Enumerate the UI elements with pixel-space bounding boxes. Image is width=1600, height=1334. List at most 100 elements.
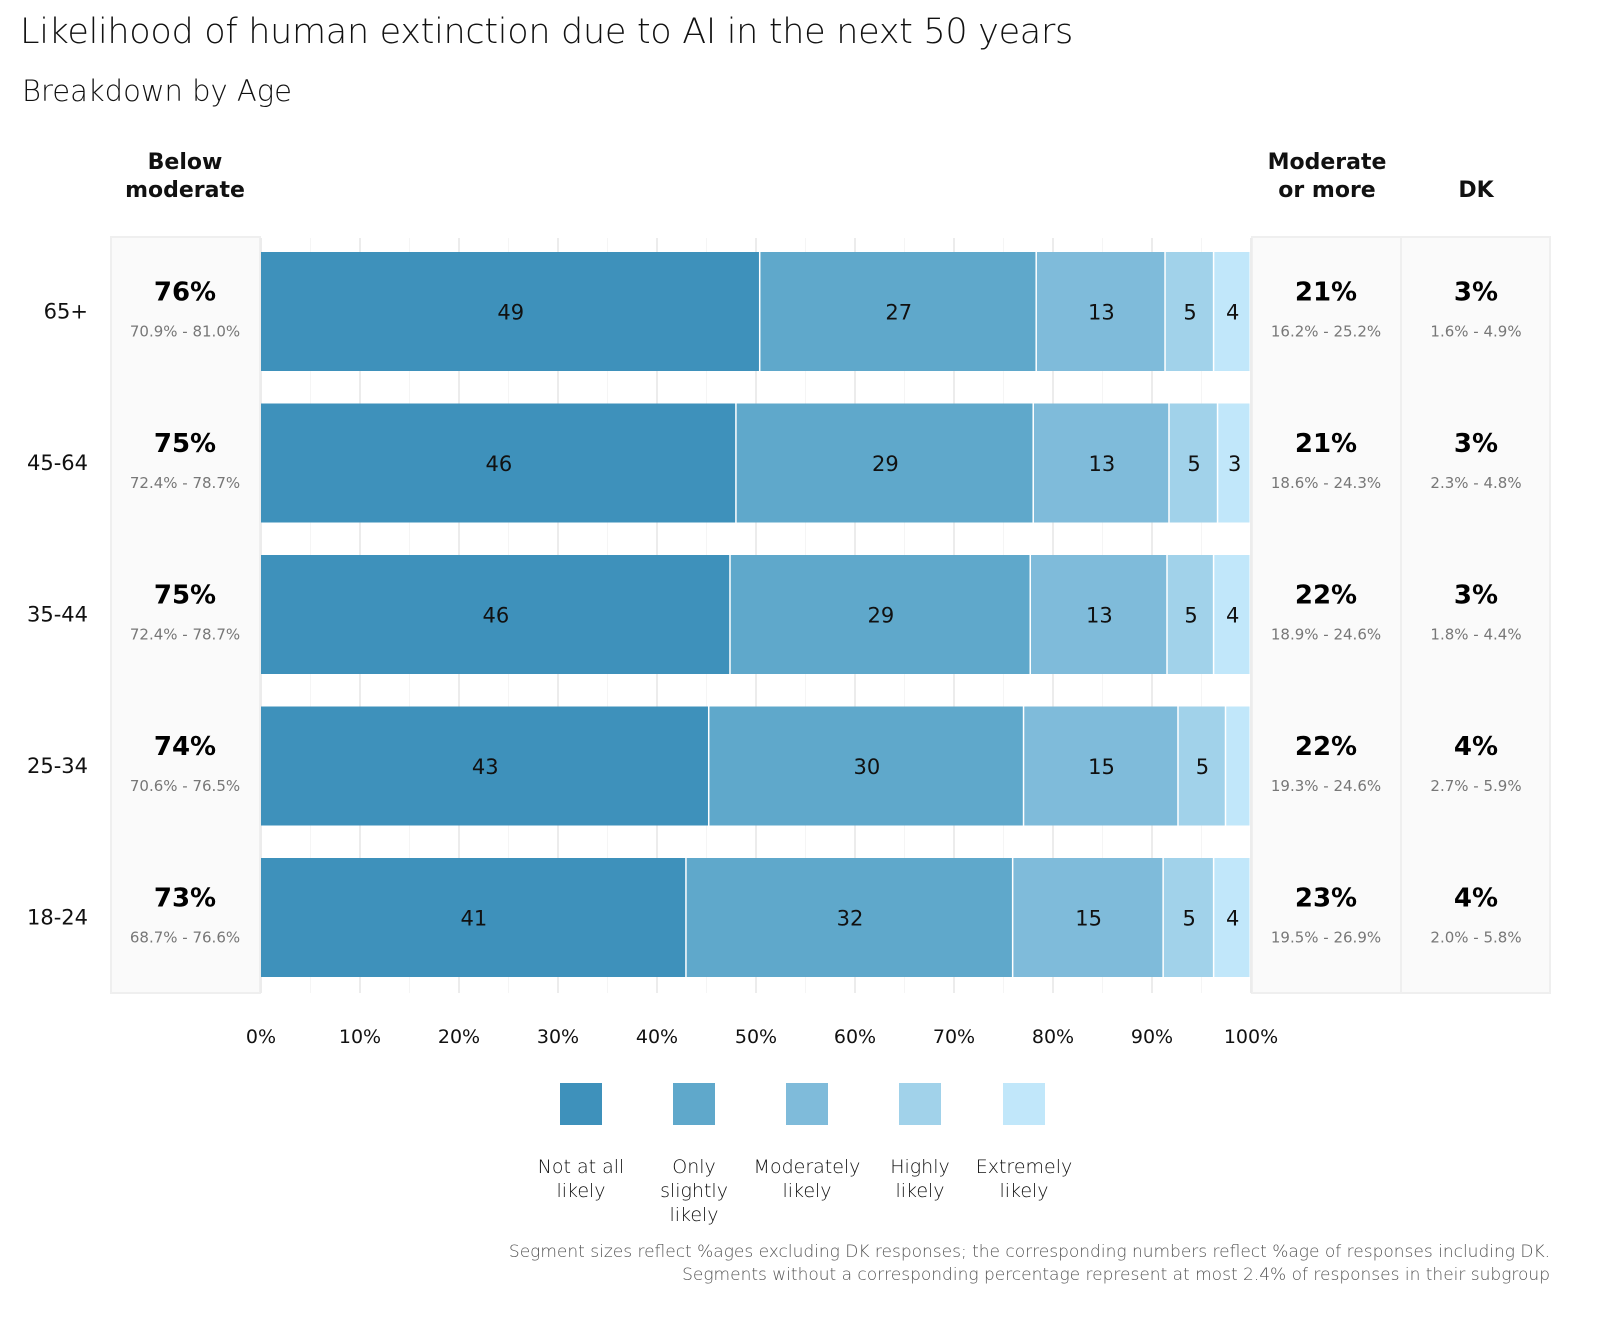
legend-label: likely (895, 1180, 945, 1202)
segment-label: 46 (485, 452, 512, 476)
segment-label: 13 (1086, 604, 1113, 628)
segment-label: 46 (482, 604, 509, 628)
summary-value: 3% (1454, 581, 1498, 611)
bar-segment (736, 403, 1033, 523)
bar-segment (1169, 403, 1217, 523)
x-tick-label: 90% (1131, 1026, 1173, 1048)
bar-segment (760, 252, 1036, 371)
summary-value: 74% (154, 732, 216, 762)
segment-label: 5 (1187, 452, 1200, 476)
footnote-line-1: Segment sizes reflect %ages excluding DK… (508, 1242, 1550, 1262)
summary-value: 21% (1295, 429, 1357, 459)
confidence-interval: 72.4% - 78.7% (130, 626, 240, 644)
row-label: 65+ (44, 300, 88, 324)
confidence-interval: 72.4% - 78.7% (130, 474, 240, 492)
legend-item: Moderately likely (746, 1083, 868, 1227)
bar-segment (730, 555, 1030, 674)
labels: 65+ 49 27 13 5 4 76% 70.9% - 81.0% 21% 16.2% - 25… (27, 278, 1522, 947)
summary-value: 3% (1454, 429, 1498, 459)
confidence-interval: 1.6% - 4.9% (1430, 323, 1521, 341)
segment-label: 43 (472, 755, 499, 779)
bar-segment (261, 555, 730, 674)
legend-swatch (673, 1083, 715, 1125)
row-label: 18-24 (27, 906, 88, 930)
summary-value: 76% (154, 278, 216, 308)
confidence-interval: 16.2% - 25.2% (1271, 323, 1381, 341)
x-tick-label: 40% (636, 1026, 678, 1048)
summary-value: 22% (1295, 732, 1357, 762)
segment-label: 5 (1182, 907, 1195, 931)
confidence-interval: 18.6% - 24.3% (1271, 474, 1381, 492)
x-tick-label: 60% (834, 1026, 876, 1048)
bar-segment (1024, 706, 1178, 826)
bar-segment (1036, 252, 1165, 371)
legend-swatch (786, 1083, 828, 1125)
confidence-interval: 2.3% - 4.8% (1430, 474, 1521, 492)
summary-value: 4% (1454, 884, 1498, 914)
x-tick-label: 20% (438, 1026, 480, 1048)
footnote-line-2: Segments without a corresponding percent… (682, 1265, 1550, 1285)
legend-label: Highly (890, 1156, 950, 1178)
bar-segment (261, 706, 708, 826)
legend-swatch (899, 1083, 941, 1125)
column-header-moderate-line2: or more (1278, 178, 1376, 203)
legend-label: Moderately (753, 1156, 861, 1178)
bar-segment (686, 858, 1012, 977)
column-header-below-line2: moderate (125, 178, 245, 203)
segment-label: 4 (1226, 301, 1239, 325)
confidence-interval: 68.7% - 76.6% (130, 929, 240, 947)
segment-label: 13 (1088, 301, 1115, 325)
confidence-interval: 1.8% - 4.4% (1430, 626, 1521, 644)
x-tick-label: 30% (537, 1026, 579, 1048)
confidence-interval: 18.9% - 24.6% (1271, 626, 1381, 644)
bar-segment (1165, 252, 1213, 371)
dk-panel (1400, 236, 1551, 994)
column-header-below-line1: Below (147, 150, 223, 175)
x-tick-label: 80% (1032, 1026, 1074, 1048)
column-header-moderate-or-more: Moderate or more (1252, 149, 1402, 205)
bar-segment (1214, 252, 1250, 371)
x-tick-label: 100% (1224, 1026, 1278, 1048)
x-tick-label: 10% (339, 1026, 381, 1048)
legend-label: Only (672, 1156, 716, 1178)
x-tick-label: 70% (933, 1026, 975, 1048)
confidence-interval: 2.7% - 5.9% (1430, 777, 1521, 795)
row-label: 35-44 (27, 603, 88, 627)
summary-value: 21% (1295, 278, 1357, 308)
segment-label: 4 (1226, 907, 1239, 931)
summary-value: 75% (154, 581, 216, 611)
column-header-below-moderate: Below moderate (110, 149, 260, 205)
summary-value: 23% (1295, 884, 1357, 914)
summary-value: 4% (1454, 732, 1498, 762)
summary-value: 22% (1295, 581, 1357, 611)
bar-segment (1013, 858, 1163, 977)
confidence-interval: 2.0% - 5.8% (1430, 929, 1521, 947)
bar-segment (1033, 403, 1169, 523)
chart-title: Likelihood of human extinction due to AI… (20, 12, 1073, 52)
confidence-interval: 19.3% - 24.6% (1271, 777, 1381, 795)
legend-label: likely (669, 1204, 719, 1226)
segment-label: 29 (867, 604, 894, 628)
summary-value: 75% (154, 429, 216, 459)
column-header-dk-label: DK (1458, 178, 1494, 203)
bar-segment (709, 706, 1023, 826)
x-tick-label: 0% (246, 1026, 276, 1048)
confidence-interval: 70.9% - 81.0% (130, 323, 240, 341)
row-label: 25-34 (27, 754, 88, 778)
segment-label: 4 (1226, 604, 1239, 628)
legend-item: Not at all likely (520, 1083, 642, 1227)
segment-label: 5 (1196, 755, 1209, 779)
summary-value: 3% (1454, 278, 1498, 308)
x-tick-label: 50% (735, 1026, 777, 1048)
segment-label: 30 (854, 755, 881, 779)
segment-label: 27 (885, 301, 912, 325)
legend: Not at all likely Only slightly likely Modera… (520, 1083, 1076, 1227)
column-header-dk: DK (1402, 177, 1550, 205)
confidence-interval: 70.6% - 76.5% (130, 777, 240, 795)
bar-segment (261, 403, 736, 523)
segment-label: 5 (1184, 604, 1197, 628)
legend-item: Highly likely (868, 1083, 972, 1227)
bar-segment (1178, 706, 1225, 826)
legend-swatch (1003, 1083, 1045, 1125)
